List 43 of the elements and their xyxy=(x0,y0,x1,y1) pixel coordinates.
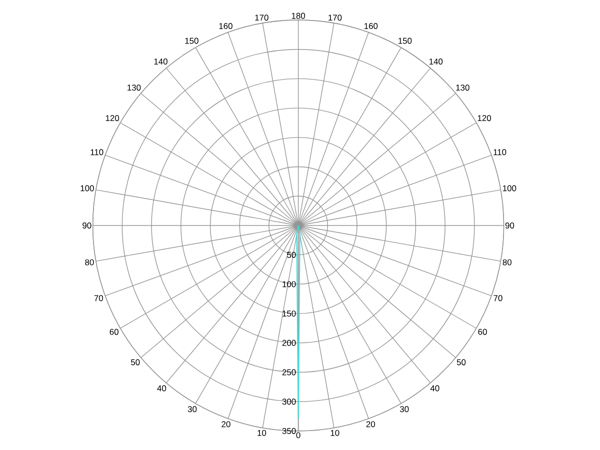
spoke-label: 150 xyxy=(398,38,412,44)
spoke-label: 90 xyxy=(82,222,92,228)
spoke-label: 140 xyxy=(154,58,168,65)
spoke-label: 130 xyxy=(128,84,141,91)
spoke-label: 120 xyxy=(106,115,120,122)
y-tick-label: 350 xyxy=(282,428,296,434)
spoke-label: 0 xyxy=(296,432,300,438)
spoke-label: 50 xyxy=(456,359,466,366)
spoke-label: 130 xyxy=(456,84,470,91)
spoke-label: 30 xyxy=(400,406,409,412)
spoke-label: 150 xyxy=(185,38,198,44)
spoke-label: 10 xyxy=(330,430,340,436)
y-tick-label: 150 xyxy=(282,310,296,317)
y-tick-label: 300 xyxy=(282,398,296,405)
spoke-label: 60 xyxy=(110,328,118,335)
spoke-label: 70 xyxy=(94,295,103,302)
spoke-label: 80 xyxy=(502,259,512,266)
spoke-label: 170 xyxy=(255,14,268,21)
spoke-label: 50 xyxy=(130,359,140,366)
spoke-label: 160 xyxy=(364,23,378,30)
y-tick-label: 50 xyxy=(287,252,296,258)
spoke-label: 20 xyxy=(366,421,375,428)
spoke-label: 60 xyxy=(478,328,487,335)
spoke-label: 20 xyxy=(222,421,230,428)
spoke-label: 160 xyxy=(219,23,232,30)
y-tick-label: 200 xyxy=(282,340,296,346)
spoke-label: 100 xyxy=(80,185,94,192)
spoke-label: 140 xyxy=(429,58,443,65)
spoke-label: 170 xyxy=(328,14,342,21)
spoke-label: 30 xyxy=(188,406,197,412)
spoke-label: 120 xyxy=(478,115,492,122)
spoke-label: 110 xyxy=(90,149,104,156)
spoke-label: 80 xyxy=(85,259,94,266)
spoke-label: 110 xyxy=(494,149,506,156)
spoke-label: 10 xyxy=(258,430,266,436)
spoke-label: 40 xyxy=(157,385,166,392)
spoke-label: 70 xyxy=(494,295,502,302)
y-tick-label: 100 xyxy=(282,281,296,288)
spoke-label: 90 xyxy=(505,222,514,228)
spoke-label: 180 xyxy=(292,12,306,19)
spoke-label: 100 xyxy=(502,185,516,192)
spoke-label: 40 xyxy=(430,385,440,392)
y-tick-label: 250 xyxy=(282,369,296,376)
